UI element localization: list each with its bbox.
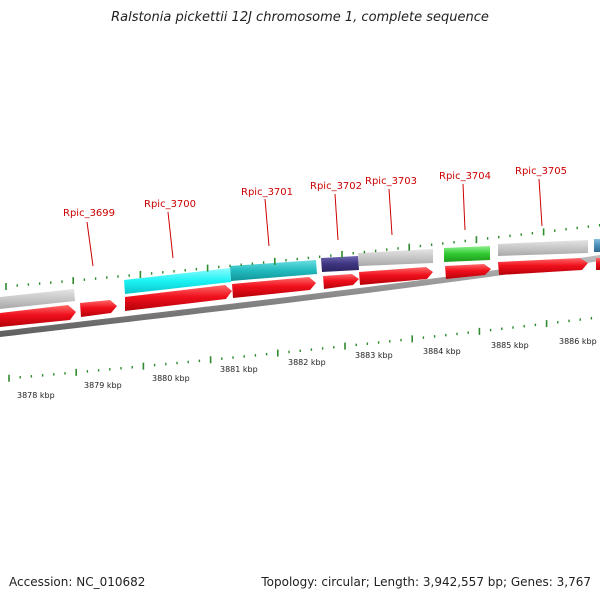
gene-label-leaders [86, 178, 543, 267]
cds-arrow [359, 267, 433, 285]
feature-block [358, 249, 433, 266]
kbp-label: 3884 kbp [423, 347, 461, 356]
cds-arrow [498, 258, 588, 275]
chromosome-backbone [0, 255, 600, 337]
scale-tick-row [8, 316, 593, 382]
forward-cds-track [0, 258, 600, 327]
accession-text: Accession: NC_010682 [9, 575, 146, 589]
gene-label: Rpic_3704 [439, 171, 491, 182]
leader-line [264, 198, 270, 247]
kbp-label: 3880 kbp [152, 374, 190, 383]
cds-arrow [323, 274, 359, 289]
kbp-label: 3886 kbp [559, 337, 597, 346]
cds-arrow [232, 277, 316, 298]
gene-label: Rpic_3701 [241, 187, 293, 198]
feature-block [230, 260, 317, 281]
feature-block [444, 246, 490, 262]
feature-block [0, 289, 75, 309]
leader-line [334, 193, 339, 241]
kbp-labels: 3878 kbp 3879 kbp 3880 kbp 3881 kbp 3882… [17, 337, 597, 400]
feature-block [124, 268, 231, 294]
kbp-label: 3879 kbp [84, 381, 122, 390]
cds-arrow [125, 285, 232, 311]
feature-block [321, 256, 359, 272]
kbp-label: 3885 kbp [491, 341, 529, 350]
cds-arrow [596, 258, 600, 270]
leader-line [388, 188, 393, 236]
feature-block [498, 240, 588, 256]
gene-label: Rpic_3700 [144, 199, 196, 210]
feature-track [0, 239, 600, 309]
gene-label: Rpic_3699 [63, 208, 115, 219]
kbp-label: 3878 kbp [17, 391, 55, 400]
cds-arrow [80, 300, 117, 317]
gene-labels: Rpic_3699 Rpic_3700 Rpic_3701 Rpic_3702 … [63, 166, 567, 219]
gene-label: Rpic_3705 [515, 166, 567, 177]
cds-arrow [445, 264, 491, 279]
kbp-label: 3883 kbp [355, 351, 393, 360]
leader-line [462, 183, 466, 231]
gene-label: Rpic_3703 [365, 176, 417, 187]
gene-label: Rpic_3702 [310, 181, 362, 192]
kbp-label: 3882 kbp [288, 358, 326, 367]
leader-line [538, 178, 543, 227]
upper-tick-row [5, 223, 600, 290]
kbp-label: 3881 kbp [220, 365, 258, 374]
feature-block [594, 239, 600, 252]
leader-line [86, 221, 94, 267]
map-title: Ralstonia pickettii 12J chromosome 1, co… [111, 10, 489, 25]
cds-arrow [0, 305, 76, 327]
topology-text: Topology: circular; Length: 3,942,557 bp… [261, 575, 591, 589]
leader-line [167, 211, 174, 259]
